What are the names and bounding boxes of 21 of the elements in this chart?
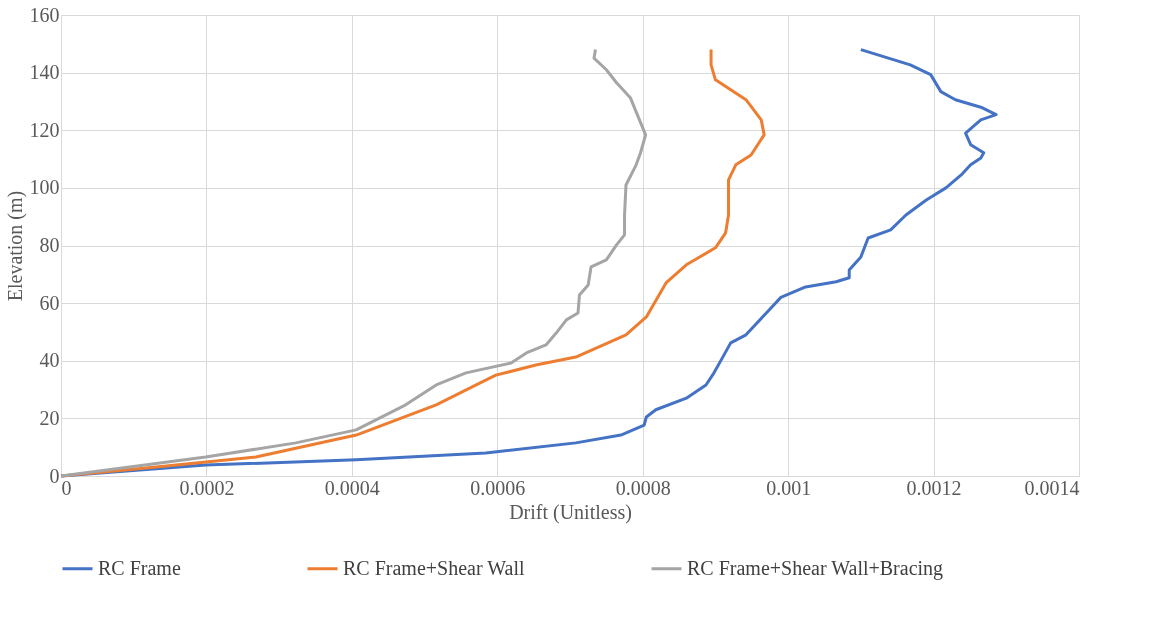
y-tick-label: 100 [29,176,60,199]
x-tick-label: 0.0006 [470,476,526,499]
x-axis-title: Drift (Unitless) [509,500,632,524]
y-tick-label: 20 [39,406,60,429]
y-tick-label: 40 [39,349,60,372]
y-tick-label: 80 [39,234,60,256]
legend-label: RC Frame [98,556,181,579]
x-tick-label: 0.0004 [324,476,380,499]
y-tick-label: 60 [39,291,60,314]
line-series [59,48,648,478]
y-tick-label: 160 [29,3,60,26]
legend-label: RC Frame+Shear Wall [343,556,525,579]
x-tick-label: 0.0008 [615,476,671,499]
x-tick-label: 0.0002 [179,476,235,499]
y-tick-label: 120 [29,118,60,141]
y-tick-label: 140 [29,61,60,84]
x-tick-label: 0.001 [766,476,812,499]
x-tick-label: 0.0012 [906,476,962,499]
legend-label: RC Frame+Shear Wall+Bracing [687,556,944,580]
y-axis-title: Elevation (m) [3,190,27,302]
x-tick-label: 0.0014 [1024,476,1080,499]
